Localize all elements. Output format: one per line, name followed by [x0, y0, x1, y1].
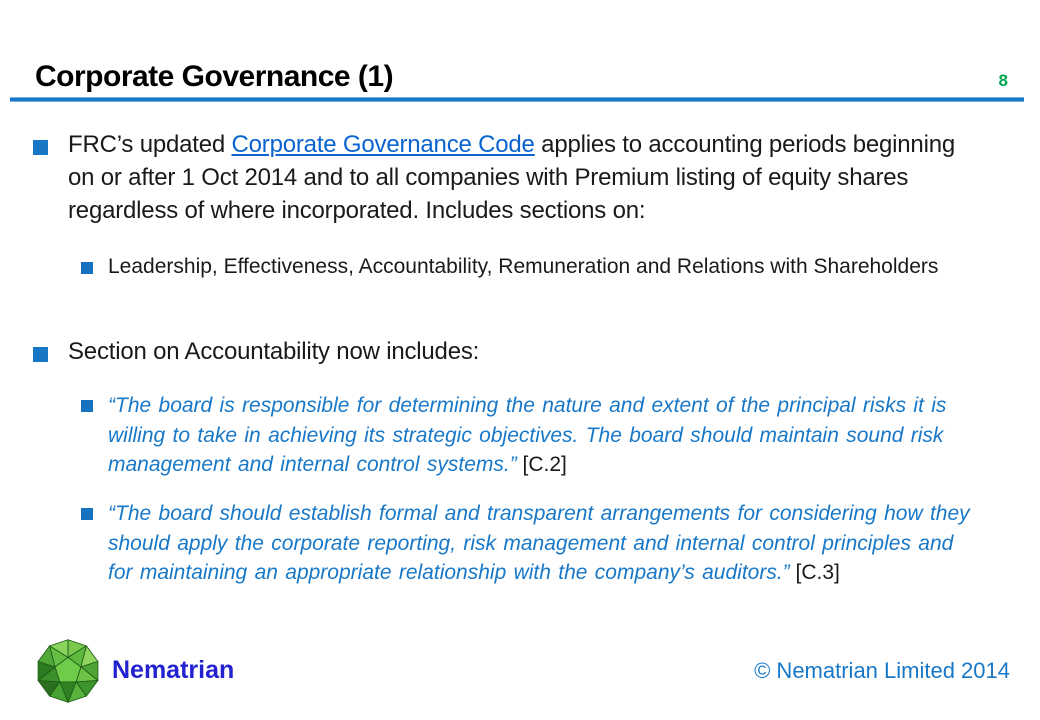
corporate-governance-code-link[interactable]: Corporate Governance Code: [231, 131, 535, 158]
sub-bullet-text: Leadership, Effectiveness, Accountabilit…: [108, 255, 939, 278]
bullet-text: FRC’s updated Corporate Governance Code …: [68, 128, 974, 227]
quote-reference: [C.2]: [516, 453, 567, 476]
bullet-square-icon: [33, 347, 48, 362]
copyright-notice: © Nematrian Limited 2014: [754, 658, 1010, 683]
sub-bullet-square-icon: [81, 400, 93, 412]
bullet-square-icon: [33, 140, 48, 155]
bullet1-pre-link: FRC’s updated: [68, 131, 232, 158]
title-rule: [10, 97, 1024, 102]
sub-bullet-square-icon: [81, 262, 93, 274]
quote-text: “The board should establish formal and t…: [108, 502, 970, 584]
quote-paragraph: “The board should establish formal and t…: [108, 499, 970, 588]
quote-paragraph: “The board is responsible for determinin…: [108, 391, 970, 480]
sub-bullet-square-icon: [81, 508, 93, 520]
quote-text: “The board is responsible for determinin…: [108, 394, 947, 476]
nematrian-logo-polyhedron-icon: [37, 639, 99, 703]
bullet1-post-link: applies to accounting periods beginning …: [68, 131, 956, 224]
bullet-text: Section on Accountability now includes:: [68, 338, 480, 365]
brand-name: Nematrian: [112, 656, 235, 684]
quote-reference: [C.3]: [789, 561, 840, 584]
page-title: Corporate Governance (1): [35, 60, 394, 93]
page-number: 8: [998, 71, 1008, 90]
